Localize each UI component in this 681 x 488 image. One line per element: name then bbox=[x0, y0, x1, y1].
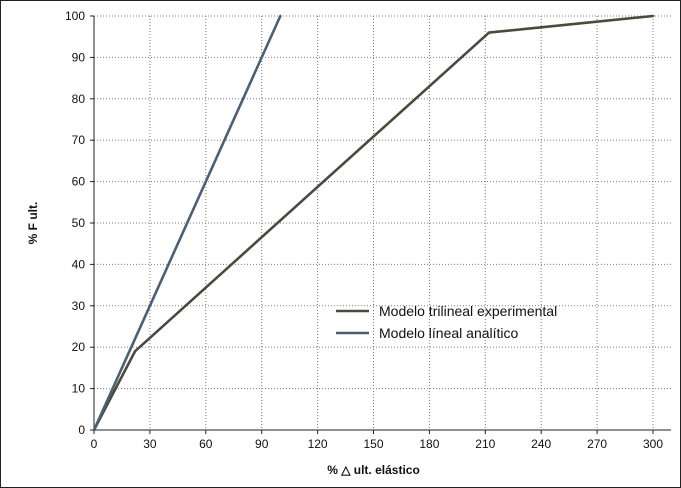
legend-item: Modelo líneal analítico bbox=[336, 325, 519, 341]
y-tick-label: 30 bbox=[72, 299, 86, 313]
grid bbox=[94, 15, 671, 430]
y-tick-label: 0 bbox=[78, 423, 85, 437]
x-tick-label: 0 bbox=[91, 437, 98, 451]
x-tick-label: 30 bbox=[143, 437, 157, 451]
y-tick-label: 10 bbox=[72, 382, 86, 396]
y-ticks: 0 10 20 30 40 50 60 70 80 90 100 bbox=[65, 9, 94, 437]
x-ticks: 0 30 60 90 120 150 180 210 240 270 300 bbox=[91, 430, 663, 451]
x-tick-label: 120 bbox=[308, 437, 328, 451]
legend-label: Modelo trilineal experimental bbox=[379, 303, 557, 319]
y-tick-label: 50 bbox=[72, 216, 86, 230]
x-tick-label: 240 bbox=[531, 437, 551, 451]
x-tick-label: 90 bbox=[255, 437, 269, 451]
x-tick-label: 180 bbox=[419, 437, 439, 451]
x-tick-label: 210 bbox=[475, 437, 495, 451]
x-tick-label: 150 bbox=[363, 437, 383, 451]
y-tick-label: 90 bbox=[72, 50, 86, 64]
y-tick-label: 70 bbox=[72, 133, 86, 147]
series-line bbox=[92, 14, 282, 432]
legend-label: Modelo líneal analítico bbox=[379, 325, 519, 341]
x-tick-label: 60 bbox=[199, 437, 213, 451]
y-tick-label: 60 bbox=[72, 175, 86, 189]
y-tick-label: 80 bbox=[72, 92, 86, 106]
legend-item: Modelo trilineal experimental bbox=[336, 303, 557, 319]
y-tick-label: 100 bbox=[65, 9, 85, 23]
y-tick-label: 40 bbox=[72, 257, 86, 271]
x-tick-label: 300 bbox=[643, 437, 663, 451]
y-tick-label: 20 bbox=[72, 340, 86, 354]
y-axis-label: % F ult. bbox=[26, 202, 40, 245]
legend: Modelo trilineal experimental Modelo lín… bbox=[336, 303, 557, 341]
x-tick-label: 270 bbox=[587, 437, 607, 451]
series bbox=[92, 14, 655, 432]
series-line bbox=[92, 14, 655, 432]
x-axis-label: % △ ult. elástico bbox=[327, 463, 420, 477]
